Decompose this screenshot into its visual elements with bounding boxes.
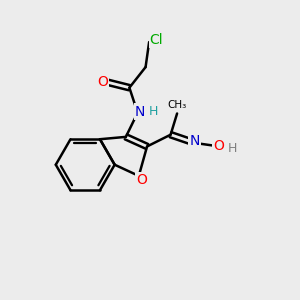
Text: CH₃: CH₃ (167, 100, 187, 110)
Text: O: O (136, 173, 147, 187)
Text: O: O (214, 139, 224, 153)
Text: Cl: Cl (150, 33, 163, 47)
Text: H: H (228, 142, 237, 155)
Text: N: N (190, 134, 200, 148)
Text: N: N (135, 104, 145, 118)
Text: H: H (149, 105, 158, 118)
Text: O: O (97, 75, 108, 89)
